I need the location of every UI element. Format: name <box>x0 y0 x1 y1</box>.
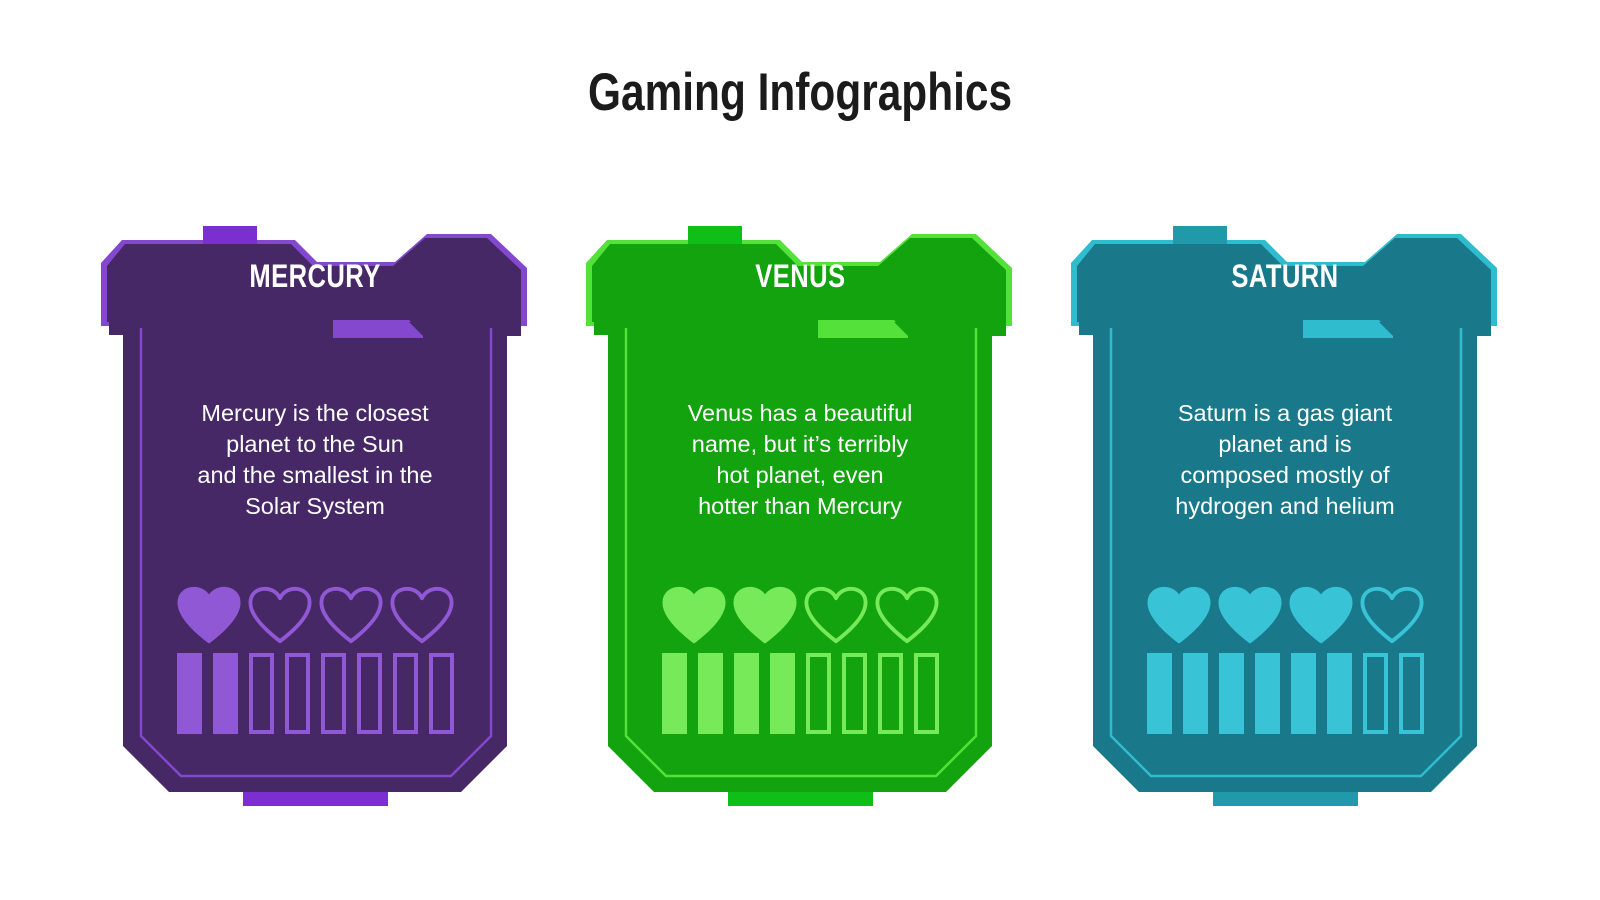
heart-icon <box>389 586 454 644</box>
heart-icon <box>874 586 939 644</box>
card-mercury: MERCURY Mercury is the closest planet to… <box>93 222 538 812</box>
banner-top-tab <box>202 226 257 244</box>
heart-icon <box>661 586 726 644</box>
banner-step-stripe <box>1302 320 1393 338</box>
banner-top-tab <box>687 226 742 244</box>
heart-icon <box>732 586 797 644</box>
bottom-tab <box>242 792 388 806</box>
heart-icon <box>176 586 241 644</box>
card-description: Saturn is a gas giant planet and is comp… <box>1175 400 1395 520</box>
bar-segment <box>1218 653 1244 734</box>
banner-step-stripe <box>332 320 423 338</box>
heart-icon <box>1217 586 1282 644</box>
bar-segment <box>733 653 759 734</box>
bar-segment <box>913 653 939 734</box>
bar-segment <box>805 653 831 734</box>
banner-lower-right <box>1378 322 1491 336</box>
heart-icon <box>1359 586 1424 644</box>
banner-left-foot <box>1078 322 1103 335</box>
bar-segment <box>697 653 723 734</box>
bottom-tab <box>1212 792 1358 806</box>
bar-segment <box>1254 653 1280 734</box>
card-title: VENUS <box>578 258 1023 295</box>
bar-segment <box>877 653 903 734</box>
bars-rating <box>578 653 1023 734</box>
banner-left-foot <box>593 322 618 335</box>
bar-segment <box>320 653 346 734</box>
heart-icon <box>803 586 868 644</box>
bar-segment <box>212 653 238 734</box>
banner-top-tab <box>1172 226 1227 244</box>
card-title-text: VENUS <box>754 258 846 294</box>
banner-lower-right <box>893 322 1006 336</box>
cards-row: MERCURY Mercury is the closest planet to… <box>0 222 1600 812</box>
hearts-rating <box>1063 585 1508 646</box>
banner-lower-right <box>408 322 521 336</box>
bar-segment <box>1182 653 1208 734</box>
bar-segment <box>1290 653 1316 734</box>
bar-segment <box>1362 653 1388 734</box>
bar-segment <box>1398 653 1424 734</box>
bar-segment <box>1326 653 1352 734</box>
heart-icon <box>247 586 312 644</box>
heart-icon <box>1288 586 1353 644</box>
card-description: Venus has a beautiful name, but it’s ter… <box>687 400 913 520</box>
card-venus: VENUS Venus has a beautiful name, but it… <box>578 222 1023 812</box>
banner-step-stripe <box>817 320 908 338</box>
bar-segment <box>1146 653 1172 734</box>
heart-icon <box>318 586 383 644</box>
bar-segment <box>176 653 202 734</box>
banner <box>591 238 1006 322</box>
card-title-text: SATURN <box>1231 258 1339 294</box>
card-description: Mercury is the closest planet to the Sun… <box>197 400 433 520</box>
bar-segment <box>356 653 382 734</box>
bar-segment <box>769 653 795 734</box>
bar-segment <box>248 653 274 734</box>
bar-segment <box>661 653 687 734</box>
bar-segment <box>284 653 310 734</box>
inner-border <box>624 328 977 778</box>
card-title: MERCURY <box>93 258 538 295</box>
card-saturn: SATURN Saturn is a gas giant planet and … <box>1063 222 1508 812</box>
bars-rating <box>93 653 538 734</box>
banner <box>106 238 521 322</box>
bar-segment <box>428 653 454 734</box>
heart-icon <box>1146 586 1211 644</box>
hearts-rating <box>93 585 538 646</box>
bar-segment <box>392 653 418 734</box>
inner-border <box>1109 328 1462 778</box>
bottom-tab <box>727 792 873 806</box>
banner <box>1076 238 1491 322</box>
card-title-text: MERCURY <box>249 258 381 294</box>
hearts-rating <box>578 585 1023 646</box>
inner-border <box>139 328 492 778</box>
bars-rating <box>1063 653 1508 734</box>
bar-segment <box>841 653 867 734</box>
banner-left-foot <box>108 322 133 335</box>
page-title-text: Gaming Infographics <box>587 63 1013 122</box>
card-title: SATURN <box>1063 258 1508 295</box>
page-title: Gaming Infographics <box>0 62 1600 123</box>
